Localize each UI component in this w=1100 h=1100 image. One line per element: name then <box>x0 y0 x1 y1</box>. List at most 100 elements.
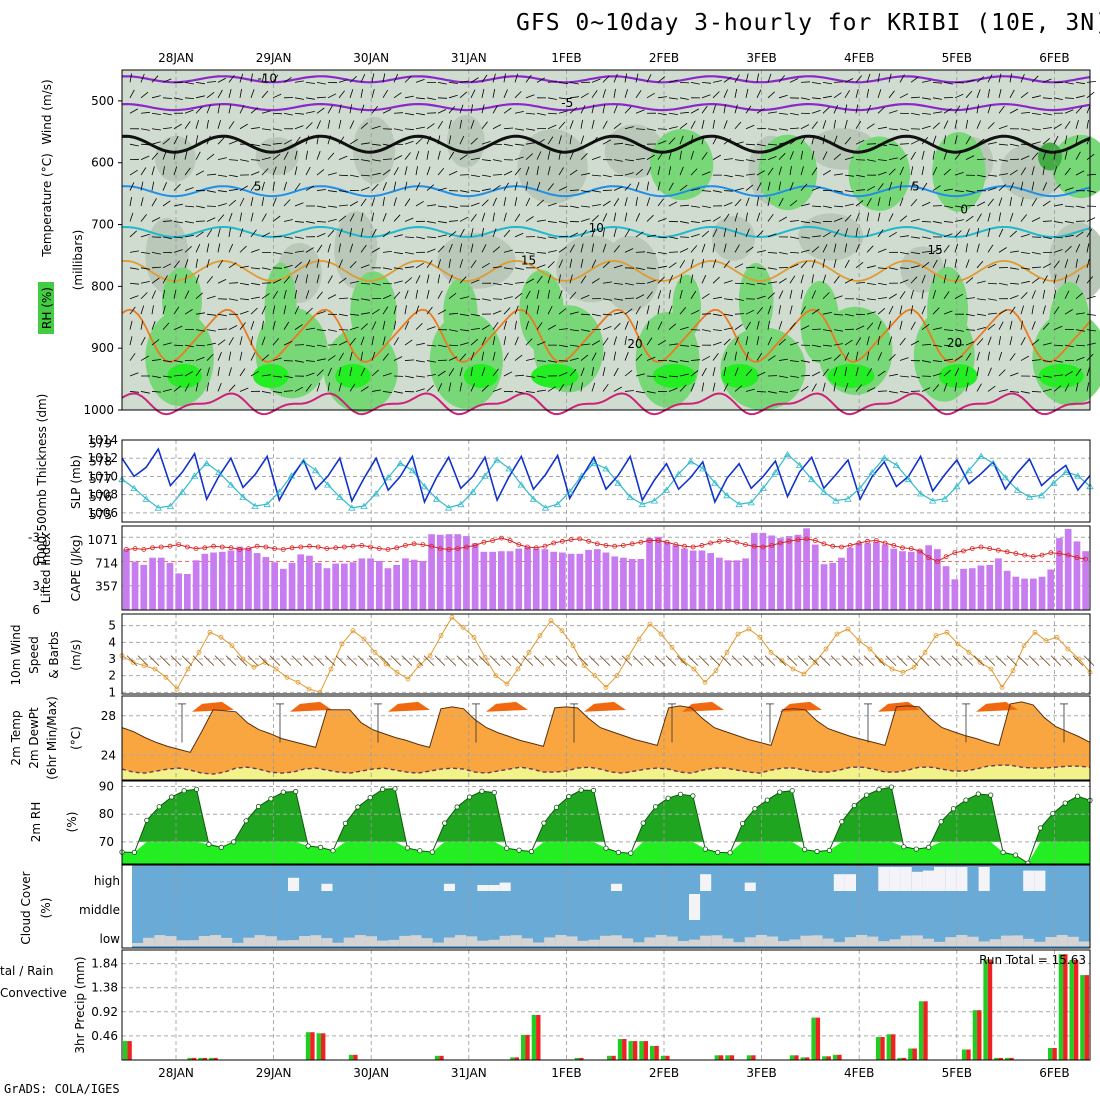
wind-barb <box>228 262 237 269</box>
precip-total-bar <box>1069 960 1074 1060</box>
wind-barb <box>910 251 920 255</box>
wind-barb <box>536 375 546 378</box>
wind-barb <box>184 135 188 145</box>
wind-barb <box>954 135 958 145</box>
wind-barb <box>195 292 203 300</box>
lifted-index-point <box>926 555 932 560</box>
wind-barb <box>1053 344 1064 347</box>
wind-barb <box>239 322 246 330</box>
wind-barb <box>437 234 447 238</box>
wind-barb <box>371 88 375 98</box>
cloud-high-bar <box>978 867 990 891</box>
wind-barb <box>481 88 485 98</box>
wind-barb <box>965 329 976 331</box>
wind-barb <box>602 367 606 377</box>
wind-barb <box>954 152 962 160</box>
wind-barb <box>899 357 909 361</box>
precip-convective-bar <box>815 1017 821 1060</box>
temp-ylabel-units: (°C) <box>69 726 83 750</box>
cape-bar <box>742 558 749 610</box>
wind-barb <box>129 108 138 114</box>
wind-barb <box>580 135 585 145</box>
cloud-low-bar <box>443 937 455 946</box>
wind-barb <box>811 246 820 253</box>
wind-barb <box>162 78 172 83</box>
wind-barb <box>239 197 245 207</box>
wind-barb <box>558 372 568 377</box>
rh-point <box>169 794 175 800</box>
wind-barb <box>294 305 300 315</box>
rh-ylabel: 2m RH <box>29 802 43 843</box>
precip-total-bar <box>1080 975 1085 1060</box>
wind-barb <box>239 123 248 130</box>
cloud-low-bar <box>1034 941 1046 946</box>
wind-barb <box>250 212 254 222</box>
wind-barb <box>426 150 429 160</box>
wind-barb <box>305 247 314 253</box>
wind-barb <box>756 182 762 191</box>
wind-barb <box>723 120 728 129</box>
cloud-low-bar <box>989 939 1001 946</box>
wind-barb <box>910 321 916 330</box>
lifted-index-point <box>673 542 679 547</box>
rh-legend-swatch <box>38 282 54 334</box>
wind-barb <box>536 199 544 207</box>
wind-barb <box>173 260 180 269</box>
wind-barb <box>173 166 178 176</box>
wind-speed-point <box>449 614 455 620</box>
wind-barb <box>195 231 204 238</box>
wind-barb <box>943 135 946 145</box>
wind-barb <box>668 150 672 160</box>
wind-barb <box>426 204 436 207</box>
wind-barb <box>734 74 740 83</box>
wind-barb <box>1042 275 1048 284</box>
wind-barb <box>327 243 331 253</box>
rh-point <box>615 849 622 856</box>
precip-total-bar <box>316 1033 321 1060</box>
wind-barb <box>283 151 289 160</box>
wind-barb <box>382 336 386 346</box>
wind-barb <box>679 259 686 269</box>
wind-barb <box>1009 250 1019 253</box>
wind-barb <box>998 73 1002 83</box>
wind-barb <box>470 137 478 145</box>
wind-barb <box>140 214 147 222</box>
wind-barb <box>767 197 771 207</box>
wind-barb <box>998 173 1008 176</box>
wind-speed-point <box>174 686 180 692</box>
wind-barb-10m <box>819 655 831 666</box>
wind-barb <box>954 105 961 114</box>
slp-ylabel: SLP (mb) <box>69 455 83 509</box>
wind-barb <box>536 77 545 83</box>
wind-barb <box>855 189 866 191</box>
cape-bar <box>375 561 383 610</box>
rh-point <box>628 850 634 856</box>
wind-barb <box>349 243 354 253</box>
wind-speed-point <box>416 663 422 669</box>
wind-barb <box>195 106 203 114</box>
lifted-index-point <box>464 544 469 550</box>
wind-barb <box>1009 295 1019 300</box>
wind-barb <box>206 81 217 83</box>
wind-barb <box>756 371 766 377</box>
temp-max-area <box>584 701 626 712</box>
wind-barb <box>657 276 665 284</box>
wind-barb <box>261 197 265 207</box>
wind-barb <box>899 74 905 83</box>
wind-barb <box>1031 391 1042 393</box>
wind-barb <box>492 88 496 98</box>
rh-point <box>715 849 721 856</box>
wind-barb <box>1009 197 1012 207</box>
wind-barb <box>503 352 509 361</box>
wind-barb <box>734 263 744 269</box>
lifted-index-point <box>394 545 400 551</box>
wind-barb <box>547 236 557 239</box>
wind-barb <box>1009 143 1019 147</box>
wind-barb <box>866 88 869 98</box>
thickness-point <box>989 459 997 467</box>
wind-speed-point <box>372 649 378 655</box>
date-label-bottom: 4FEB <box>844 1066 874 1080</box>
wind-barb <box>547 112 558 115</box>
wind-barb <box>855 104 859 114</box>
cape-ytick-label: 1071 <box>87 533 118 547</box>
